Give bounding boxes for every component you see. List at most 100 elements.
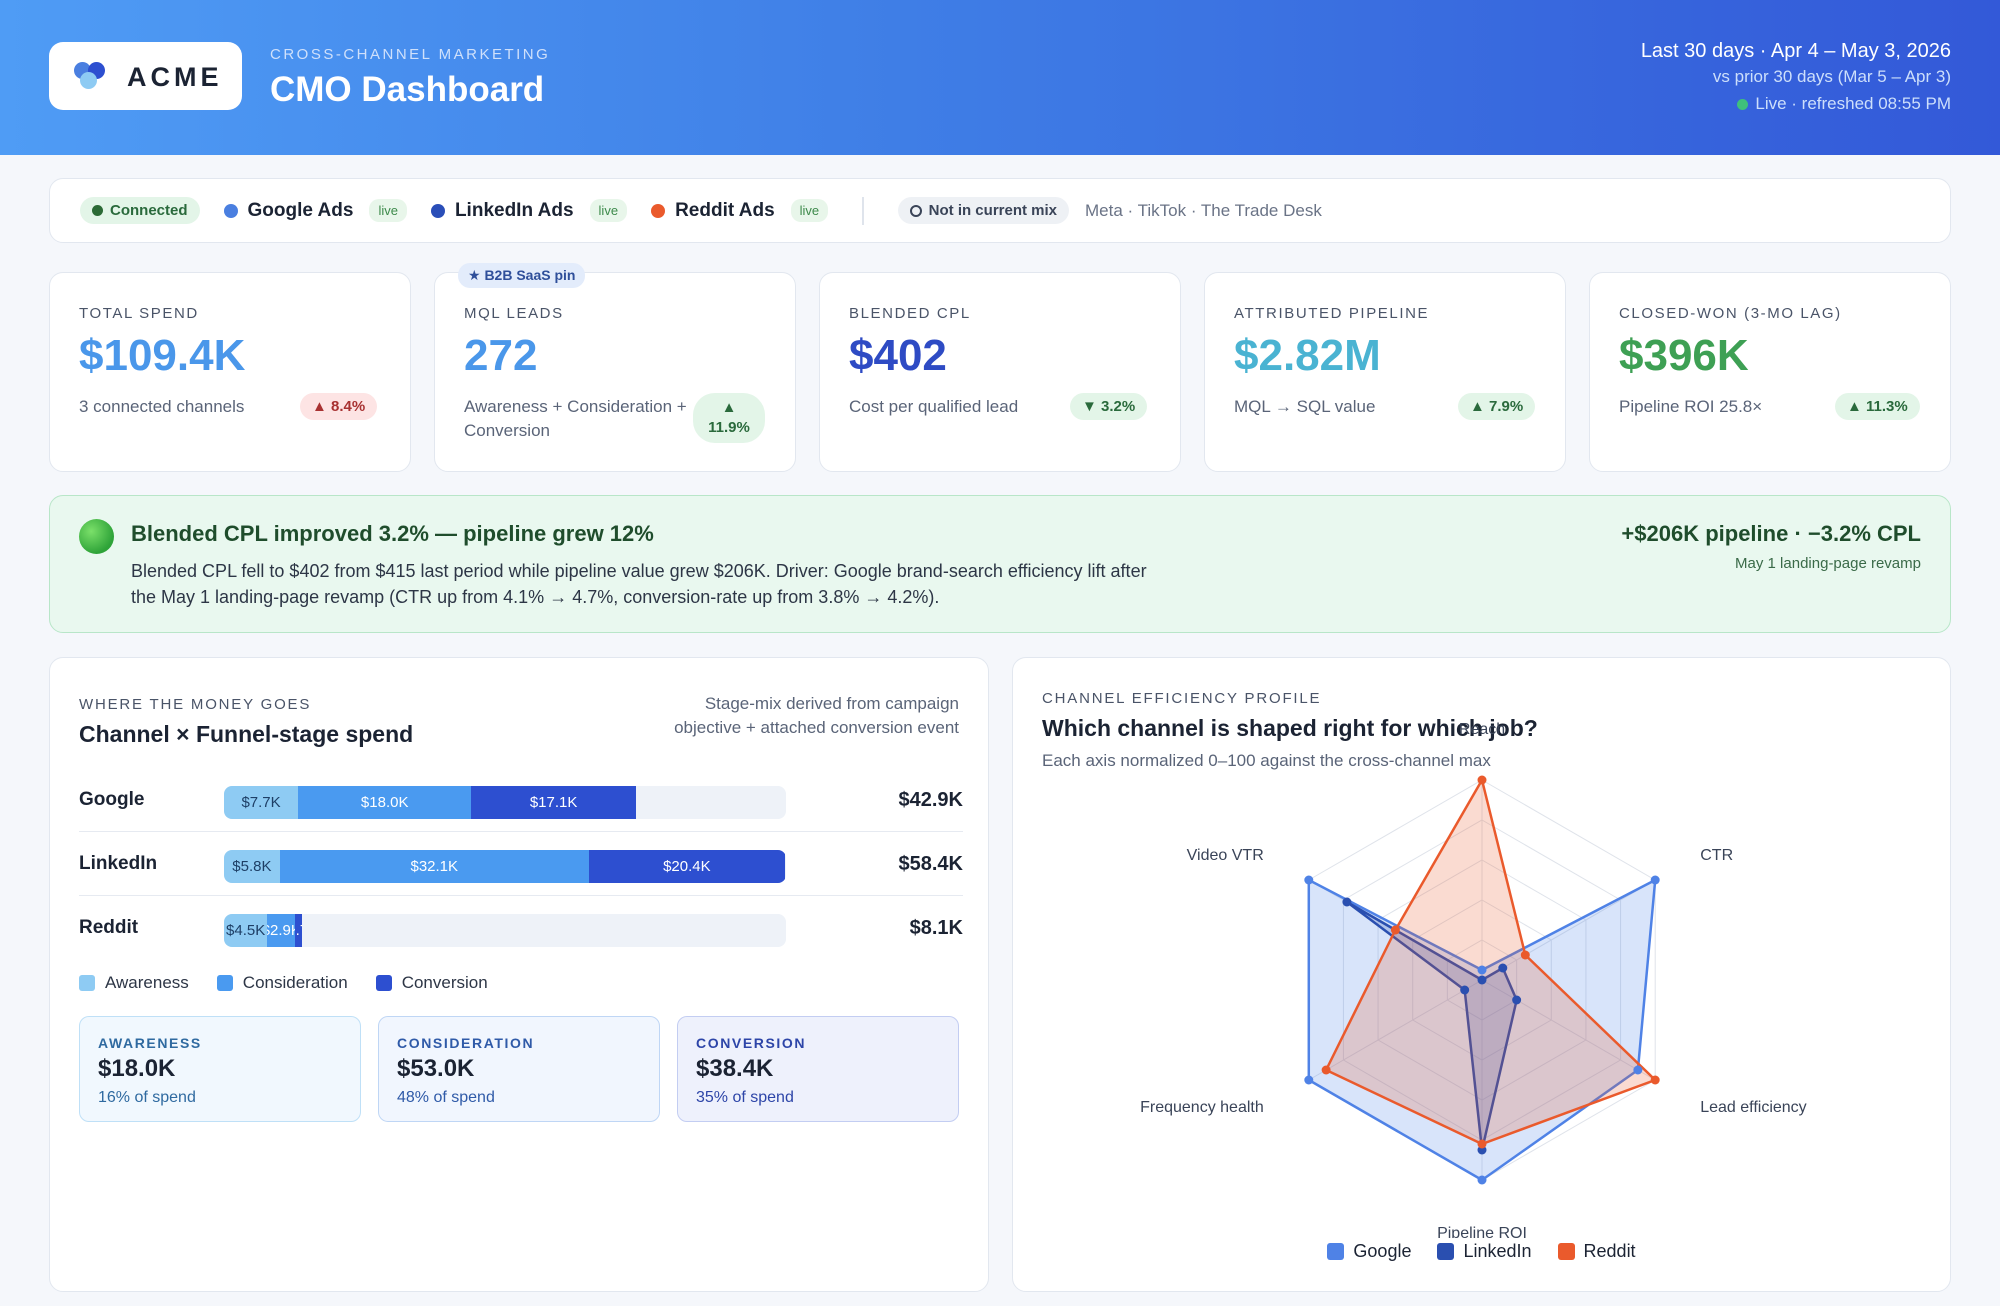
stage-label: CONSIDERATION bbox=[397, 1035, 535, 1051]
stage-card-awareness[interactable]: AWARENESS $18.0K 16% of spend bbox=[79, 1016, 361, 1122]
bar-segment-consideration[interactable]: $2.9K bbox=[267, 914, 296, 947]
spend-methodology-note: Stage-mix derived from campaign objectiv… bbox=[674, 694, 959, 737]
brand-name: ACME bbox=[127, 62, 223, 92]
bar-segment-conversion[interactable]: $0.7K bbox=[295, 914, 302, 947]
legend-linkedin[interactable]: LinkedIn bbox=[1437, 1241, 1532, 1262]
radar-spoke bbox=[1481, 879, 1656, 981]
radar-chart: Reach CTR Lead efficiency Pipeline ROI Frequ… bbox=[1140, 721, 1807, 1238]
stage-card-consideration[interactable]: CONSIDERATION $53.0K 48% of spend bbox=[378, 1016, 660, 1122]
radar-legend: Google LinkedIn Reddit bbox=[1013, 1241, 1950, 1262]
bar-segment-consideration[interactable]: $18.0K bbox=[298, 786, 472, 819]
radar-point-google[interactable] bbox=[1650, 875, 1660, 885]
stage-legend: Awareness Consideration Conversion bbox=[79, 973, 488, 993]
radar-point-reddit[interactable] bbox=[1390, 925, 1400, 935]
radar-point-linkedin[interactable] bbox=[1477, 975, 1487, 985]
header: ACME CROSS-CHANNEL MARKETING CMO Dashboa… bbox=[0, 0, 2000, 155]
legend-label: LinkedIn bbox=[1463, 1241, 1532, 1261]
radar-point-google[interactable] bbox=[1304, 875, 1314, 885]
channel-name: LinkedIn Ads bbox=[454, 199, 574, 221]
kpi-delta-badge: ▼ 3.2% bbox=[1070, 393, 1148, 420]
radar-point-linkedin[interactable] bbox=[1460, 985, 1470, 995]
radar-point-linkedin[interactable] bbox=[1512, 995, 1522, 1005]
acme-logo-icon bbox=[74, 62, 108, 92]
bar-segment-consideration[interactable]: $32.1K bbox=[279, 850, 589, 883]
conversion-swatch-icon bbox=[375, 975, 392, 991]
status-orb-icon bbox=[79, 519, 114, 554]
kpi-delta-badge: ▲ 11.3% bbox=[1835, 393, 1920, 420]
channel-total: $58.4K bbox=[898, 853, 964, 875]
channel-total: $8.1K bbox=[909, 917, 963, 939]
radar-axis-label: Reach bbox=[1459, 721, 1505, 738]
bar-segment-conversion[interactable]: $17.1K bbox=[471, 786, 636, 819]
not-in-mix-channels: Meta · TikTok · The Trade Desk bbox=[1085, 200, 1322, 220]
kpi-delta-badge: ▲ 8.4% bbox=[300, 393, 378, 420]
refresh-text: Live · refreshed 08:55 PM bbox=[1755, 94, 1951, 113]
panel-subtitle: Each axis normalized 0–100 against the c… bbox=[1042, 751, 1491, 770]
bar-segment-awareness[interactable]: $4.5K bbox=[224, 914, 268, 947]
legend-label: Conversion bbox=[401, 973, 488, 992]
spend-row-reddit[interactable]: Reddit $4.5K$2.9K$0.7K $8.1K bbox=[79, 896, 963, 960]
channel-name: LinkedIn bbox=[79, 853, 158, 874]
date-range[interactable]: Last 30 days · Apr 4 – May 3, 2026 bbox=[1640, 40, 1951, 62]
radar-point-reddit[interactable] bbox=[1321, 1065, 1331, 1075]
reddit-dot-icon bbox=[651, 203, 666, 218]
legend-reddit[interactable]: Reddit bbox=[1557, 1241, 1636, 1262]
stage-value: $38.4K bbox=[696, 1055, 774, 1082]
awareness-swatch-icon bbox=[79, 975, 95, 991]
legend-label: Awareness bbox=[105, 973, 189, 992]
channel-linkedin-ads[interactable]: LinkedIn Ads live bbox=[430, 199, 628, 222]
live-tag: live bbox=[589, 199, 628, 222]
spend-row-google[interactable]: Google $7.7K $18.0K $17.1K $42.9K bbox=[79, 768, 963, 832]
radar-point-google[interactable] bbox=[1477, 965, 1487, 975]
radar-point-reddit[interactable] bbox=[1477, 775, 1487, 785]
radar-point-reddit[interactable] bbox=[1650, 1075, 1660, 1085]
stage-card-conversion[interactable]: CONVERSION $38.4K 35% of spend bbox=[677, 1016, 959, 1122]
radar-axis-label: Video VTR bbox=[1187, 847, 1264, 864]
radar-point-reddit[interactable] bbox=[1477, 1139, 1487, 1149]
kpi-total-spend[interactable]: TOTAL SPEND $109.4K 3 connected channels… bbox=[49, 272, 411, 472]
kpi-value: $396K bbox=[1619, 331, 1749, 380]
brand-logo[interactable]: ACME bbox=[49, 42, 242, 110]
kpi-blended-cpl[interactable]: BLENDED CPL $402 Cost per qualified lead… bbox=[819, 272, 1181, 472]
radar-point-google[interactable] bbox=[1304, 1075, 1314, 1085]
legend-awareness[interactable]: Awareness bbox=[79, 973, 189, 993]
legend-google[interactable]: Google bbox=[1327, 1241, 1411, 1262]
insight-body: Blended CPL fell to $402 from $415 last … bbox=[131, 561, 1147, 607]
kpi-subtext: MQL → SQL value bbox=[1234, 397, 1376, 416]
legend-conversion[interactable]: Conversion bbox=[375, 973, 488, 993]
kpi-closed-won[interactable]: CLOSED-WON (3-MO LAG) $396K Pipeline ROI… bbox=[1589, 272, 1951, 472]
radar-point-linkedin[interactable] bbox=[1342, 897, 1352, 907]
panel-eyebrow: WHERE THE MONEY GOES bbox=[79, 696, 312, 713]
legend-consideration[interactable]: Consideration bbox=[216, 973, 348, 993]
bar-segment-awareness[interactable]: $7.7K bbox=[224, 786, 299, 819]
channel-name: Reddit bbox=[79, 917, 139, 938]
legend-label: Reddit bbox=[1583, 1241, 1636, 1261]
connected-badge: Connected bbox=[80, 197, 200, 224]
bar-segment-conversion[interactable]: $20.4K bbox=[588, 850, 786, 883]
row-divider bbox=[79, 830, 963, 832]
kpi-delta-badge: ▲ 11.9% bbox=[693, 393, 765, 443]
refresh-status: Live · refreshed 08:55 PM bbox=[1737, 94, 1951, 114]
kpi-subtext: Cost per qualified lead bbox=[849, 397, 1019, 416]
kpi-subtext: 3 connected channels bbox=[79, 397, 245, 416]
b2b-saas-pin-badge[interactable]: ★ B2B SaaS pin bbox=[458, 263, 586, 288]
radar-point-google[interactable] bbox=[1633, 1065, 1643, 1075]
connections-bar: Connected Google Ads live LinkedIn Ads l… bbox=[49, 178, 1951, 243]
radar-point-linkedin[interactable] bbox=[1498, 963, 1508, 973]
spend-row-linkedin[interactable]: LinkedIn $5.8K $32.1K $20.4K $58.4K bbox=[79, 832, 963, 896]
comparison-range: vs prior 30 days (Mar 5 – Apr 3) bbox=[1712, 67, 1951, 86]
live-tag: live bbox=[369, 199, 407, 222]
stage-label: AWARENESS bbox=[98, 1035, 202, 1051]
kpi-attributed-pipeline[interactable]: ATTRIBUTED PIPELINE $2.82M MQL → SQL val… bbox=[1204, 272, 1566, 472]
panel-title: Which channel is shaped right for which … bbox=[1042, 715, 1538, 741]
channel-name: Google Ads bbox=[247, 199, 354, 221]
radar-point-google[interactable] bbox=[1477, 1175, 1487, 1185]
radar-point-reddit[interactable] bbox=[1520, 950, 1530, 960]
stage-share: 48% of spend bbox=[397, 1089, 495, 1106]
stage-share: 35% of spend bbox=[696, 1089, 794, 1106]
live-tag: live bbox=[790, 199, 829, 222]
kpi-mql-leads[interactable]: MQL LEADS 272 Awareness + Consideration … bbox=[434, 272, 796, 472]
channel-reddit-ads[interactable]: Reddit Ads live bbox=[651, 199, 829, 222]
bar-segment-awareness[interactable]: $5.8K bbox=[224, 850, 280, 883]
channel-google-ads[interactable]: Google Ads live bbox=[223, 199, 407, 222]
